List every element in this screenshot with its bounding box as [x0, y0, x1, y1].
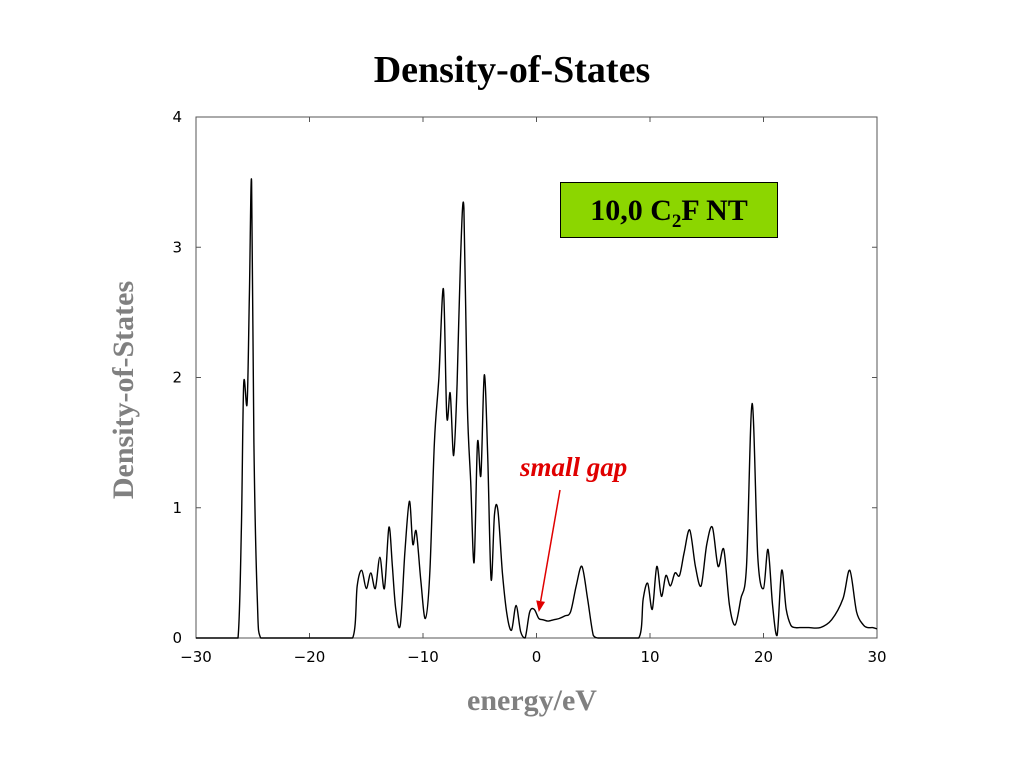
y-tick-label: 2: [172, 369, 182, 387]
nanotube-label-suffix: F NT: [681, 194, 748, 227]
nanotube-label-main: 10,0 C: [590, 194, 672, 227]
slide-title: Density-of-States: [373, 49, 651, 91]
x-tick-label: −30: [180, 648, 212, 666]
x-tick-label: 20: [754, 648, 773, 666]
y-tick-label: 3: [172, 238, 182, 256]
x-tick-label: 10: [640, 648, 659, 666]
x-tick-label: 0: [532, 648, 542, 666]
dos-curve: [195, 178, 878, 639]
y-tick-label: 4: [172, 108, 182, 126]
x-tick-label: 30: [867, 648, 886, 666]
small-gap-annotation: small gap: [520, 452, 628, 482]
y-axis-title: Density-of-States: [107, 280, 140, 500]
nanotube-label-subscript: 2: [671, 211, 682, 232]
x-tick-label: −10: [407, 648, 439, 666]
annotation-arrow: [539, 489, 561, 602]
annotation-arrowhead: [536, 600, 546, 612]
nanotube-label: 10,0 C2F NT: [560, 182, 778, 238]
axis-ticks: −30 −20 −10 0 10 20 30 0 1 2 3 4: [172, 108, 886, 666]
y-tick-label: 1: [172, 499, 182, 517]
x-axis-title: energy/eV: [467, 684, 597, 717]
y-tick-label: 0: [172, 629, 182, 647]
x-tick-label: −20: [294, 648, 326, 666]
